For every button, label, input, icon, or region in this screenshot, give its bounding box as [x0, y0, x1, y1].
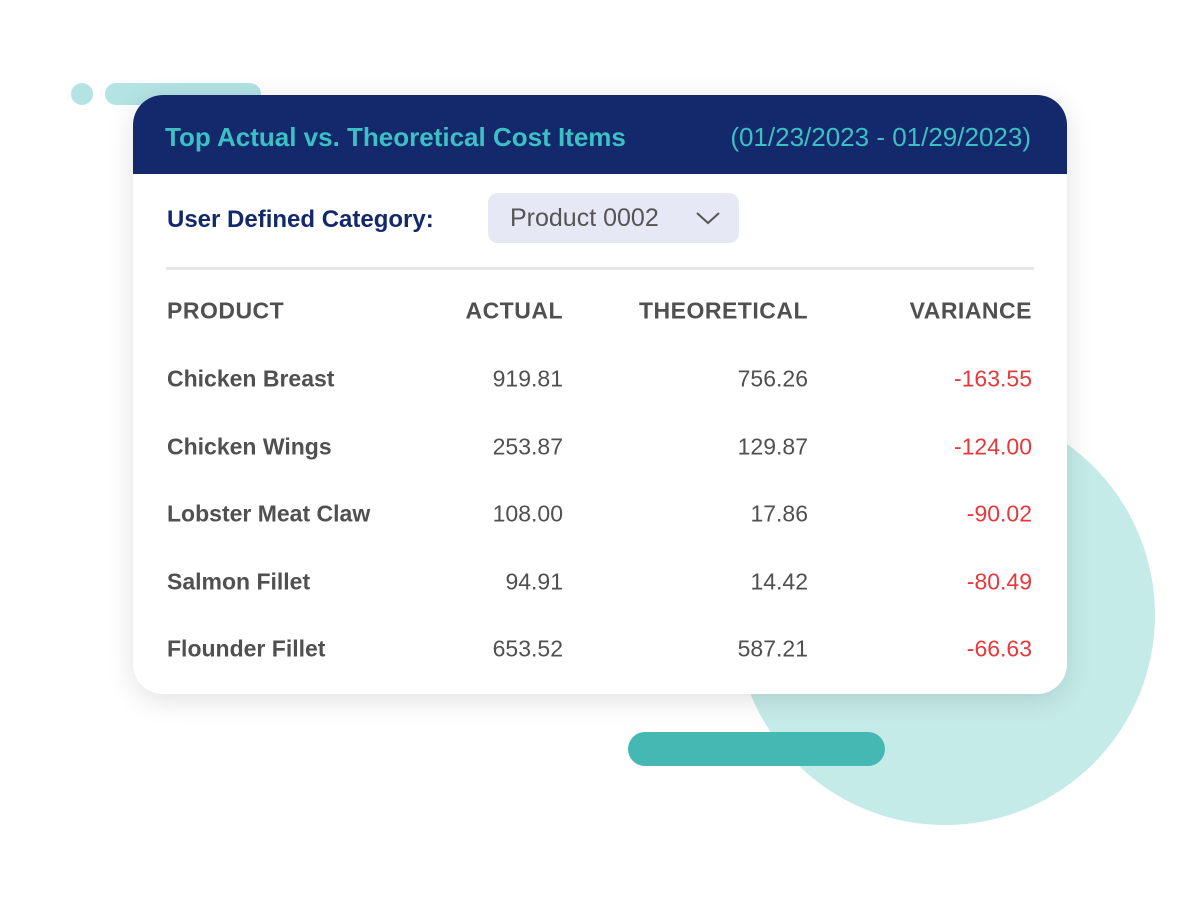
cell-value: -163.55 [953, 365, 1032, 392]
deco-pill [628, 732, 885, 766]
column-header: ACTUAL [465, 297, 563, 324]
cell-value: -90.02 [966, 500, 1032, 527]
cell-value: 17.86 [750, 500, 808, 527]
cell-value: 129.87 [737, 433, 808, 459]
chevron [696, 212, 720, 225]
column-header: PRODUCT [167, 297, 285, 324]
card-header: Top Actual vs. Theoretical Cost Items (0… [133, 95, 1067, 174]
product-name: Chicken Breast [167, 365, 335, 392]
category-dropdown[interactable]: Product 0002 [488, 193, 739, 243]
cell-value: 587.21 [737, 635, 808, 662]
deco-dot [71, 83, 93, 105]
cell-value: -124.00 [953, 433, 1032, 459]
cell-value: 919.81 [492, 365, 563, 392]
cell-value: 94.91 [505, 568, 563, 594]
card: Top Actual vs. Theoretical Cost Items (0… [133, 95, 1067, 694]
date-range: (01/23/2023 - 01/29/2023) [730, 122, 1031, 152]
cell-value: 108.00 [492, 500, 563, 527]
filter-label: User Defined Category: [167, 206, 434, 233]
column-header: VARIANCE [909, 297, 1032, 324]
product-name: Flounder Fillet [167, 635, 326, 662]
column-header: THEORETICAL [638, 297, 808, 324]
product-name: Lobster Meat Claw [167, 500, 371, 527]
title: Top Actual vs. Theoretical Cost Items [165, 122, 626, 152]
cell-value: 14.42 [750, 568, 808, 594]
dropdown-value: Product 0002 [510, 204, 659, 232]
cell-value: 253.87 [492, 433, 563, 459]
table: PRODUCT ACTUAL THEORETICAL VARIANCE Chicken … [133, 95, 1067, 694]
cell-value: -80.49 [966, 568, 1032, 594]
product-name: Salmon Fillet [167, 568, 311, 594]
cell-value: 756.26 [737, 365, 808, 392]
product-name: Chicken Wings [167, 433, 332, 459]
divider [166, 267, 1034, 270]
cell-value: -66.63 [966, 635, 1032, 662]
cell-value: 653.52 [492, 635, 563, 662]
